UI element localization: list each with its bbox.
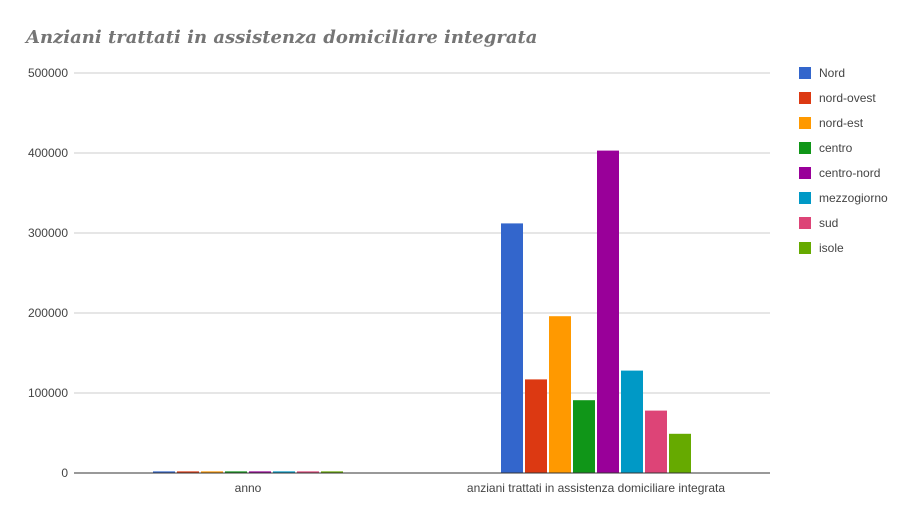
y-tick-label: 200000 [28,306,68,320]
y-tick-label: 500000 [28,66,68,80]
bar-centro [573,400,595,473]
bar-nord-est [549,316,571,473]
bar-nord-ovest [177,471,199,473]
bar-nord-ovest [525,379,547,473]
chart-title: Anziani trattati in assistenza domicilia… [26,27,538,48]
x-tick-label: anno [235,481,262,495]
y-tick-label: 400000 [28,146,68,160]
legend-label: sud [819,216,838,230]
bar-nord [153,471,175,473]
bar-centro-nord [249,471,271,473]
x-tick-label: anziani trattati in assistenza domicilia… [467,481,725,495]
legend-label: Nord [819,66,845,80]
bar-nord [501,223,523,473]
legend-label: isole [819,241,844,255]
bar-mezzogiorno [273,471,295,473]
legend-swatch [799,242,811,254]
legend-label: centro-nord [819,166,880,180]
legend-swatch [799,117,811,129]
y-tick-label: 300000 [28,226,68,240]
bar-mezzogiorno [621,370,643,473]
legend-label: nord-ovest [819,91,876,105]
y-tick-label: 0 [61,466,68,480]
legend-swatch [799,67,811,79]
bar-nord-est [201,471,223,473]
bar-isole [321,471,343,473]
bar-sud [645,410,667,473]
bar-centro [225,471,247,473]
legend-label: nord-est [819,116,864,130]
legend-swatch [799,217,811,229]
bar-centro-nord [597,150,619,473]
legend-swatch [799,167,811,179]
legend-label: mezzogiorno [819,191,888,205]
legend-swatch [799,92,811,104]
legend-label: centro [819,141,853,155]
legend-swatch [799,142,811,154]
bar-isole [669,433,691,473]
y-tick-label: 100000 [28,386,68,400]
bar-sud [297,471,319,473]
legend-swatch [799,192,811,204]
